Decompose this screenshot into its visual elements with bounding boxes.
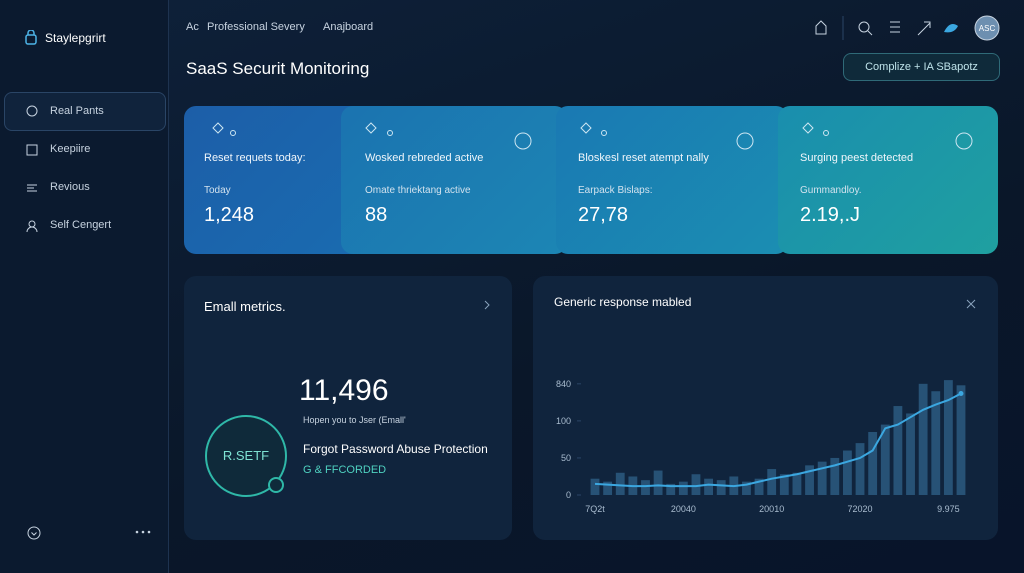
- bar: [641, 480, 650, 495]
- action-button[interactable]: Complize + IA SBapotz: [843, 53, 1000, 81]
- bar: [666, 483, 676, 495]
- line-end: [958, 390, 964, 396]
- y-tick-label: 840: [556, 379, 571, 389]
- card-value: 2.19,.J: [800, 204, 861, 226]
- more-icon[interactable]: [134, 527, 152, 537]
- card-value: 27,78: [578, 204, 629, 226]
- nav-selected[interactable]: [4, 92, 166, 131]
- bar: [678, 481, 688, 495]
- card-value: 1,248: [204, 204, 255, 226]
- bar: [704, 478, 714, 495]
- breadcrumb[interactable]: Anajboard: [323, 21, 374, 33]
- bar: [805, 465, 814, 495]
- page-title: SaaS Securit Monitoring: [186, 59, 370, 78]
- bar: [792, 472, 802, 495]
- close-icon[interactable]: [966, 299, 976, 309]
- search-icon[interactable]: [858, 21, 870, 33]
- nav-icon: [26, 144, 38, 156]
- bar: [931, 391, 941, 495]
- stat-card[interactable]: [184, 106, 364, 254]
- bar: [615, 472, 625, 495]
- line: [594, 392, 962, 488]
- card-title: Bloskesl reset atempt nally: [578, 152, 709, 164]
- nav-item[interactable]: Self Cengert: [50, 219, 112, 231]
- x-tick-label: 20010: [759, 504, 784, 514]
- x-tick-label: 9.975: [937, 504, 960, 514]
- bar: [754, 478, 764, 495]
- bar: [817, 461, 827, 495]
- panel-title: Emall metrics.: [204, 299, 286, 314]
- bar: [603, 481, 613, 495]
- bar: [906, 413, 915, 495]
- bar: [691, 474, 701, 495]
- bar: [830, 457, 840, 495]
- bar: [868, 432, 878, 495]
- ring-text: R.SETF: [223, 448, 269, 463]
- nav-icon: [26, 220, 38, 233]
- brand-icon: [25, 30, 37, 45]
- y-tick-label: 50: [561, 453, 571, 463]
- metric-subtitle: Hopen you to Jser (Emall': [303, 415, 406, 425]
- nav-item[interactable]: Real Pants: [50, 105, 104, 117]
- bar: [943, 380, 953, 495]
- list-icon[interactable]: [890, 21, 900, 33]
- card-title: Wosked rebreded active: [365, 152, 484, 164]
- bar: [918, 383, 928, 495]
- metric-value: 11,496: [299, 374, 389, 407]
- card-title: Surging peest detected: [800, 152, 914, 164]
- nav-item[interactable]: Revious: [50, 181, 90, 193]
- card-label: Gummandloy.: [800, 185, 862, 196]
- chart: Generic response mabled 0 50 100 840 7Q2t 200…: [554, 295, 976, 514]
- metric-status: G & FFCORDED: [303, 464, 387, 476]
- bar: [880, 424, 890, 495]
- card-label: Earpack Bislaps:: [578, 185, 653, 196]
- bar: [590, 478, 600, 495]
- card-title: Reset requets today:: [204, 152, 306, 164]
- stat-card[interactable]: [778, 106, 998, 254]
- stat-card[interactable]: [341, 106, 567, 254]
- avatar[interactable]: [974, 15, 1000, 41]
- chart-title: Generic response mabled: [554, 295, 691, 309]
- bar: [716, 480, 726, 495]
- x-tick-label: 72020: [848, 504, 873, 514]
- card-label: Today: [204, 185, 231, 196]
- bird-icon[interactable]: [944, 24, 958, 33]
- y-tick-label: 100: [556, 416, 571, 426]
- brand: Staylepgrirt: [45, 31, 106, 45]
- bar: [855, 443, 865, 495]
- bar: [893, 406, 903, 495]
- stat-card[interactable]: [556, 106, 788, 254]
- nav-item[interactable]: Keepiire: [50, 143, 91, 155]
- toolbar: ASC: [815, 15, 1000, 41]
- nav-icon: [26, 105, 38, 117]
- breadcrumb[interactable]: Professional Severy: [207, 21, 305, 33]
- chevron[interactable]: [482, 299, 492, 311]
- launch-icon[interactable]: [917, 21, 931, 36]
- card-value: 88: [365, 204, 388, 226]
- x-tick-label: 7Q2t: [585, 504, 605, 514]
- metric-heading: Forgot Password Abuse Protection: [303, 442, 488, 456]
- card-label: Omate thriektang active: [365, 185, 471, 196]
- bar: [842, 450, 852, 495]
- home-icon[interactable]: [815, 20, 827, 35]
- bar: [742, 481, 751, 495]
- x-tick-label: 20040: [671, 504, 696, 514]
- ring: R.SETF: [205, 415, 287, 497]
- y-tick-label: 0: [566, 490, 571, 500]
- email-panel: Emall metrics. 11,496 Hopen you to Jser …: [184, 276, 512, 540]
- bar: [779, 474, 789, 495]
- bar: [956, 385, 966, 495]
- chart-panel: Generic response mabled 0 50 100 840 7Q2t 200…: [533, 276, 998, 540]
- breadcrumb[interactable]: Ac: [186, 21, 199, 33]
- sidebar: Staylepgrirt Real Pants Keepiire Revious…: [0, 0, 169, 573]
- bar: [767, 469, 777, 495]
- nav-icon: [27, 184, 37, 192]
- avatar-text: ASC: [979, 24, 996, 33]
- bar: [653, 470, 663, 495]
- settings-icon[interactable]: [26, 525, 42, 541]
- card-icons: [212, 122, 973, 150]
